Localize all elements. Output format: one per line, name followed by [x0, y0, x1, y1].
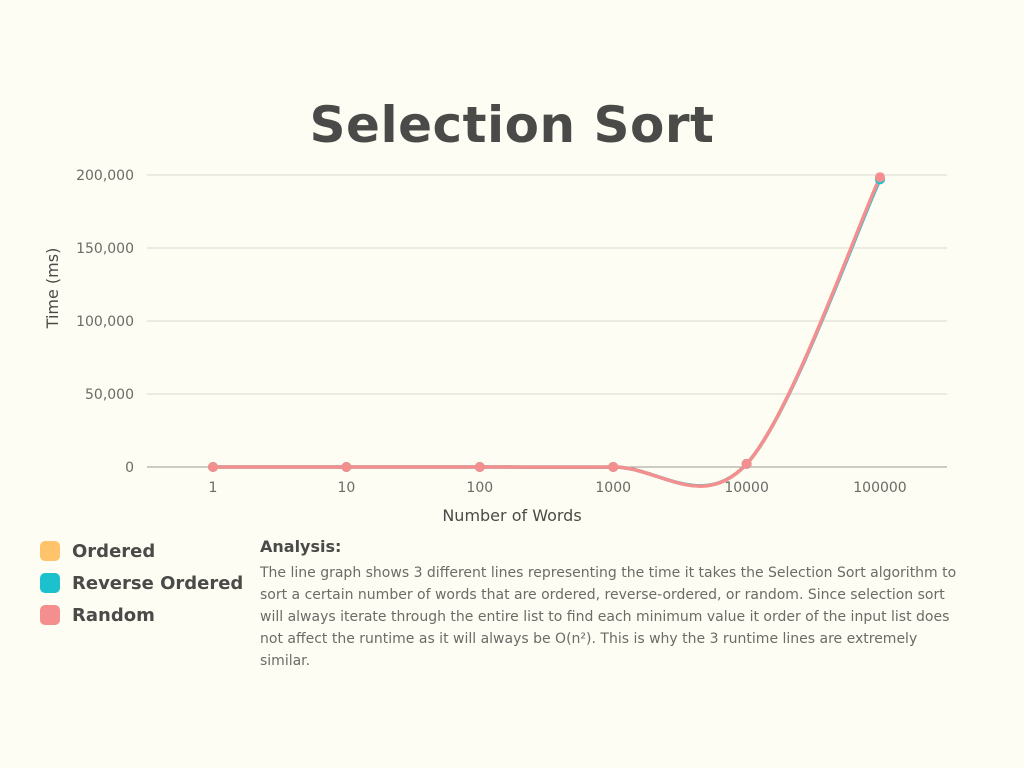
y-tick-label: 200,000: [76, 168, 134, 184]
analysis-heading: Analysis:: [260, 537, 342, 556]
gridlines: [147, 174, 947, 468]
legend-item-ordered: Ordered: [40, 535, 243, 567]
data-point-random: [341, 462, 352, 472]
series-line-reverse-ordered: [211, 177, 882, 488]
legend-item-reverse-ordered: Reverse Ordered: [40, 567, 243, 599]
x-tick-label: 1: [209, 480, 218, 496]
series-lines: [211, 175, 882, 488]
x-tick-label: 100000: [853, 480, 906, 496]
x-tick-label: 100: [466, 480, 493, 496]
legend-label-ordered: Ordered: [72, 540, 156, 562]
data-point-random: [875, 172, 885, 183]
y-axis-label: Time (ms): [43, 248, 62, 330]
y-tick-label: 0: [125, 460, 134, 476]
legend-swatch-reverse-ordered: [40, 573, 60, 593]
legend-swatch-random: [40, 605, 60, 625]
data-point-random: [208, 462, 218, 472]
x-tick-label: 1000: [595, 480, 631, 496]
y-tick-label: 100,000: [76, 314, 134, 330]
x-tick-labels: 1 10 100 1000 10000 100000: [209, 480, 907, 496]
x-axis-label: Number of Words: [442, 506, 581, 525]
x-tick-label: 10000: [724, 480, 769, 496]
data-point-random: [474, 461, 485, 472]
data-point-random: [741, 458, 752, 469]
data-point-random: [608, 461, 619, 472]
y-tick-labels: 0 50,000 100,000 150,000 200,000: [76, 168, 134, 476]
series-points: [208, 172, 885, 472]
chart-title: Selection Sort: [309, 96, 715, 154]
analysis-section: Analysis: The line graph shows 3 differe…: [260, 537, 960, 672]
legend-label-random: Random: [72, 604, 155, 626]
y-tick-label: 50,000: [85, 387, 134, 403]
legend-label-reverse-ordered: Reverse Ordered: [72, 572, 244, 594]
legend-item-random: Random: [40, 599, 243, 631]
y-tick-label: 150,000: [76, 241, 134, 257]
series-line-random: [211, 175, 882, 488]
analysis-text: The line graph shows 3 different lines r…: [260, 565, 957, 669]
legend-swatch-ordered: [40, 541, 60, 561]
series-line-ordered: [211, 176, 882, 488]
legend: Ordered Reverse Ordered Random: [40, 535, 243, 631]
x-tick-label: 10: [337, 480, 355, 496]
